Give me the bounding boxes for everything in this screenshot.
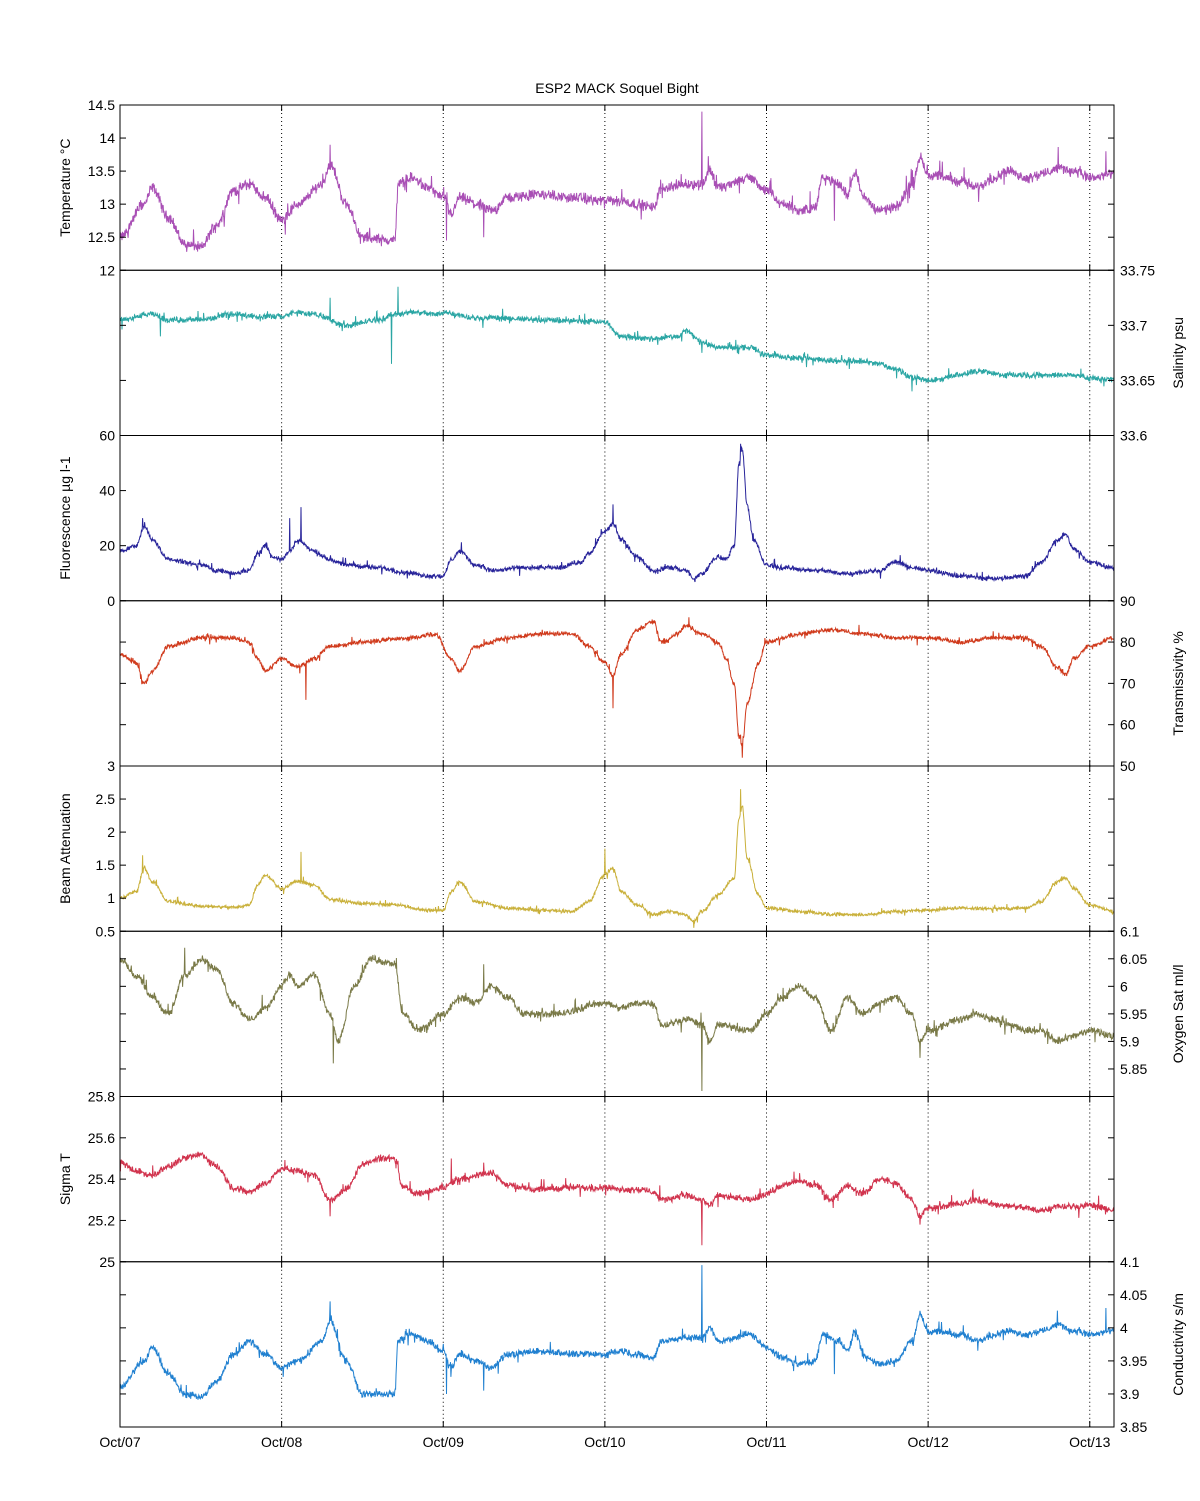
panel-transmissivity: 50 60 70 80 90 Transmissivity % [119, 593, 1186, 774]
panel-fluorescence: 0 20 40 60 Fluorescence µg l-1 [57, 428, 1115, 609]
y-tick-label: 14.5 [88, 97, 115, 113]
y-tick-label: 33.7 [1120, 317, 1147, 333]
y-tick-label: 4 [1120, 1320, 1128, 1336]
y-tick-label: 1.5 [96, 857, 116, 873]
y-tick-label: 2 [107, 824, 115, 840]
sigma_t-ylabel: Sigma T [57, 1153, 73, 1205]
fluorescence-series-line [119, 443, 1115, 583]
panel-temperature: 12 12.5 13 13.5 14 14.5 Temperature °C [57, 97, 1115, 278]
y-tick-label: 60 [99, 428, 115, 444]
y-tick-label: 50 [1120, 758, 1136, 774]
y-tick-label: 6.1 [1120, 923, 1140, 939]
y-tick-label: 3.9 [1120, 1386, 1140, 1402]
y-tick-label: 70 [1120, 675, 1136, 691]
salinity-series-line [119, 286, 1115, 392]
transmissivity-series-line [119, 617, 1115, 758]
y-tick-label: 3.95 [1120, 1353, 1147, 1369]
y-tick-label: 25.4 [88, 1171, 115, 1187]
y-tick-label: 3.85 [1120, 1419, 1147, 1435]
conductivity-series-line [119, 1265, 1115, 1400]
y-tick-label: 33.6 [1120, 428, 1147, 444]
y-tick-label: 13.5 [88, 163, 115, 179]
x-tick-label: Oct/10 [584, 1434, 625, 1450]
chart-title: ESP2 MACK Soquel Bight [535, 80, 699, 96]
y-tick-label: 5.95 [1120, 1006, 1147, 1022]
salinity-ylabel: Salinity psu [1170, 317, 1186, 389]
panel-salinity: 33.6 33.65 33.7 33.75 Salinity psu [119, 262, 1186, 444]
sigma_t-frame [119, 1096, 1115, 1263]
beam_attenuation-series-line [119, 789, 1115, 928]
y-tick-label: 6 [1120, 978, 1128, 994]
x-tick-label: Oct/09 [423, 1434, 464, 1450]
y-tick-label: 25.6 [88, 1130, 115, 1146]
x-axis: Oct/07 Oct/08 Oct/09 Oct/10 Oct/11 Oct/12 Oct/… [99, 1434, 1110, 1450]
panel-conductivity: 3.85 3.9 3.95 4 4.05 4.1 Conductivity s/m [119, 1254, 1186, 1435]
conductivity-frame [119, 1261, 1115, 1428]
oxygen_sat-frame [119, 930, 1115, 1097]
transmissivity-frame [119, 600, 1115, 767]
y-tick-label: 13 [99, 196, 115, 212]
y-tick-label: 25 [99, 1254, 115, 1270]
beam_attenuation-ylabel: Beam Attenuation [57, 793, 73, 904]
y-tick-label: 33.65 [1120, 372, 1155, 388]
conductivity-ylabel: Conductivity s/m [1170, 1293, 1186, 1396]
x-tick-label: Oct/12 [908, 1434, 949, 1450]
temperature-frame [119, 104, 1115, 271]
fluorescence-ylabel: Fluorescence µg l-1 [57, 456, 73, 579]
x-tick-label: Oct/08 [261, 1434, 302, 1450]
y-tick-label: 4.1 [1120, 1254, 1140, 1270]
y-tick-label: 60 [1120, 717, 1136, 733]
x-tick-label: Oct/11 [746, 1434, 786, 1450]
oxygen_sat-ylabel: Oxygen Sat ml/l [1170, 964, 1186, 1063]
y-tick-label: 12 [99, 262, 115, 278]
y-tick-label: 25.2 [88, 1212, 115, 1228]
sigma_t-series-line [119, 1151, 1115, 1246]
x-tick-label: Oct/13 [1069, 1434, 1110, 1450]
y-tick-label: 33.75 [1120, 262, 1155, 278]
y-tick-label: 5.85 [1120, 1061, 1147, 1077]
y-tick-label: 90 [1120, 593, 1136, 609]
y-tick-label: 0 [107, 593, 115, 609]
transmissivity-ylabel: Transmissivity % [1170, 631, 1186, 736]
temperature-series-line [119, 111, 1115, 252]
x-tick-label: Oct/07 [99, 1434, 140, 1450]
y-tick-label: 0.5 [96, 923, 116, 939]
temperature-ylabel: Temperature °C [57, 139, 73, 237]
panel-oxygen_sat: 5.85 5.9 5.95 6 6.05 6.1 Oxygen Sat ml/l [119, 923, 1186, 1097]
y-tick-label: 2.5 [96, 791, 116, 807]
y-tick-label: 3 [107, 758, 115, 774]
y-tick-label: 1 [107, 890, 115, 906]
panel-beam_attenuation: 0.5 1 1.5 2 2.5 3 Beam Attenuation [57, 758, 1115, 939]
y-tick-label: 25.8 [88, 1089, 115, 1105]
y-tick-label: 6.05 [1120, 951, 1147, 967]
y-tick-label: 4.05 [1120, 1287, 1147, 1303]
oxygen_sat-series-line [119, 947, 1115, 1092]
beam_attenuation-frame [119, 765, 1115, 932]
y-tick-label: 20 [99, 538, 115, 554]
salinity-frame [119, 269, 1115, 436]
y-tick-label: 12.5 [88, 229, 115, 245]
y-tick-label: 40 [99, 483, 115, 499]
panel-sigma_t: 25 25.2 25.4 25.6 25.8 Sigma T [57, 1089, 1115, 1270]
y-tick-label: 14 [99, 130, 115, 146]
y-tick-label: 5.9 [1120, 1033, 1140, 1049]
y-tick-label: 80 [1120, 634, 1136, 650]
